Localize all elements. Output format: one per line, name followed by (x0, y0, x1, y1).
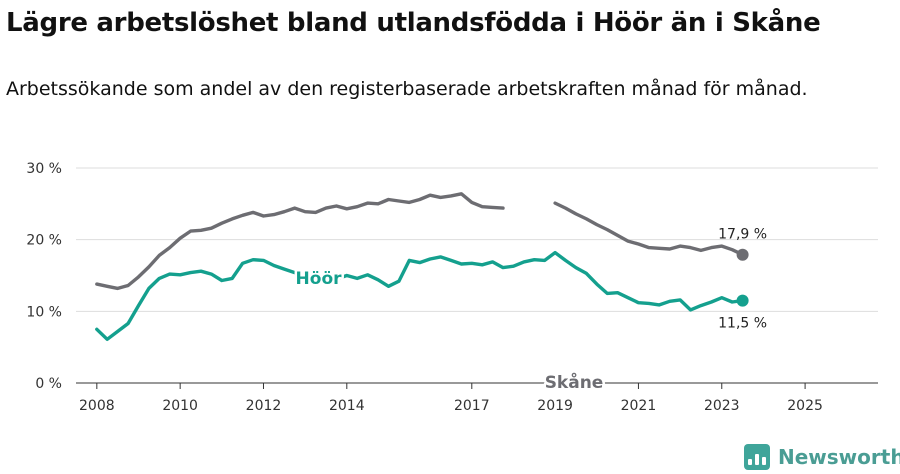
y-tick-label: 10 % (26, 304, 62, 320)
series-label-höör: Höör (296, 269, 343, 289)
end-value-label: 11,5 % (718, 316, 767, 332)
y-tick-label: 30 % (26, 161, 62, 177)
x-tick-label: 2025 (787, 398, 823, 414)
bar-chart-icon (744, 444, 770, 470)
end-value-label: 17,9 % (718, 227, 767, 243)
series-line-höör (95, 250, 745, 341)
x-tick-label: 2010 (162, 398, 198, 414)
x-tick-label: 2008 (79, 398, 115, 414)
x-tick-label: 2012 (246, 398, 282, 414)
end-point-höör (736, 294, 749, 307)
x-tick-label: 2014 (329, 398, 365, 414)
series-label-skåne: Skåne (545, 371, 604, 393)
newsworthy-logo: Newsworthy (744, 442, 900, 472)
x-tick-label: 2019 (537, 398, 573, 414)
x-tick-label: 2021 (621, 398, 657, 414)
y-tick-label: 0 % (35, 376, 62, 392)
x-tick-label: 2023 (704, 398, 740, 414)
brand-name: Newsworthy (778, 445, 900, 469)
end-point-skåne (736, 248, 749, 261)
series-line-skåne (95, 192, 745, 291)
chart-subtitle: Arbetssökande som andel av den registerb… (6, 78, 808, 100)
chart-title: Lägre arbetslöshet bland utlandsfödda i … (6, 8, 821, 38)
x-tick-label: 2017 (454, 398, 490, 414)
y-tick-label: 20 % (26, 233, 62, 249)
